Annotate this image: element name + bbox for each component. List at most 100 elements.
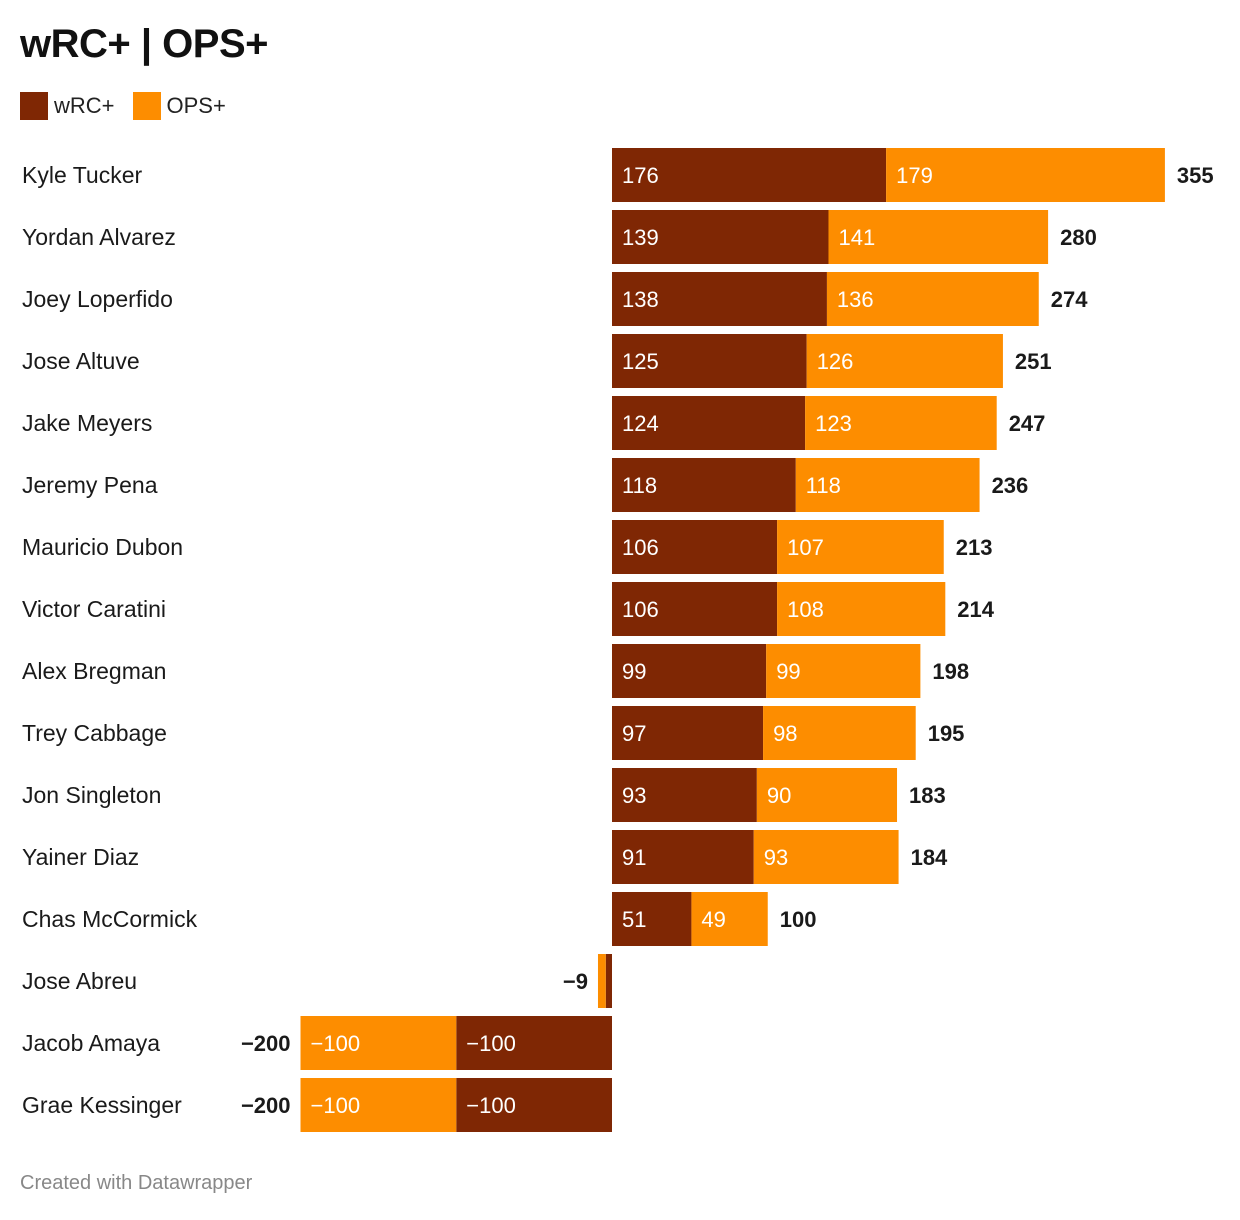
data-label-wrc: 93 [622, 783, 646, 808]
category-label: Jose Altuve [22, 348, 140, 374]
bar-ops [777, 520, 944, 574]
data-label-wrc: −100 [466, 1031, 516, 1056]
total-label: 214 [957, 597, 994, 622]
category-label: Jacob Amaya [22, 1030, 160, 1056]
bar-wrc [456, 1016, 612, 1070]
legend-item-ops: OPS+ [132, 92, 226, 120]
data-label-wrc: 124 [622, 411, 659, 436]
bar-wrc [612, 334, 807, 388]
total-label: 355 [1177, 163, 1214, 188]
data-label-wrc: 97 [622, 721, 646, 746]
total-label: 247 [1009, 411, 1046, 436]
legend-label-ops: OPS+ [166, 93, 226, 118]
data-label-wrc: 125 [622, 349, 659, 374]
bar-ops [777, 582, 946, 636]
total-label: 198 [932, 659, 969, 684]
data-label-wrc: −100 [466, 1093, 516, 1118]
category-label: Joey Loperfido [22, 286, 173, 312]
bar-wrc [612, 644, 767, 698]
data-label-wrc: 138 [622, 287, 659, 312]
legend: wRC+ OPS+ [20, 92, 226, 120]
bar-ops [753, 830, 899, 884]
bar-wrc [612, 706, 764, 760]
bar-wrc [612, 520, 778, 574]
total-label: 195 [928, 721, 965, 746]
bar-wrc [612, 768, 757, 822]
category-label: Kyle Tucker [22, 162, 142, 188]
bar-wrc [612, 830, 754, 884]
bar-wrc [612, 148, 887, 202]
category-label: Jeremy Pena [22, 472, 158, 498]
bar-ops [756, 768, 898, 822]
data-label-ops: 141 [838, 225, 875, 250]
data-label-ops: 118 [806, 473, 841, 498]
bar-ops [795, 458, 980, 512]
total-label: 274 [1051, 287, 1088, 312]
total-label: −200 [241, 1031, 291, 1056]
bar-wrc [612, 458, 796, 512]
data-label-ops: 179 [896, 163, 933, 188]
data-label-wrc: 99 [622, 659, 646, 684]
footer-credit: Created with Datawrapper [20, 1172, 253, 1194]
bar-wrc [612, 396, 806, 450]
data-label-ops: 123 [815, 411, 852, 436]
category-label: Trey Cabbage [22, 720, 167, 746]
bar-ops [597, 954, 606, 1008]
bar-wrc [612, 582, 778, 636]
total-label: −9 [563, 969, 588, 994]
category-label: Alex Bregman [22, 658, 166, 684]
bar-wrc [612, 210, 829, 264]
legend-swatch-ops [132, 92, 161, 120]
bar-wrc [612, 272, 827, 326]
data-label-ops: −100 [311, 1093, 361, 1118]
bar-ops [766, 644, 921, 698]
data-label-ops: 93 [764, 845, 788, 870]
total-label: 184 [911, 845, 948, 870]
bar-ops [805, 396, 997, 450]
bar-ops [763, 706, 916, 760]
data-label-ops: 90 [767, 783, 791, 808]
data-label-wrc: 106 [622, 597, 659, 622]
bar-ops [806, 334, 1003, 388]
data-label-ops: 107 [787, 535, 824, 560]
data-label-ops: 99 [776, 659, 800, 684]
bar-wrc [605, 954, 612, 1008]
category-label: Jose Abreu [22, 968, 137, 994]
bar-ops [886, 148, 1165, 202]
category-label: Jon Singleton [22, 782, 161, 808]
data-label-wrc: 118 [622, 473, 657, 498]
data-label-wrc: 106 [622, 535, 659, 560]
category-label: Chas McCormick [22, 906, 198, 932]
data-label-ops: 108 [787, 597, 824, 622]
data-label-wrc: 176 [622, 163, 659, 188]
category-label: Grae Kessinger [22, 1092, 182, 1118]
bar-ops [826, 272, 1039, 326]
bar-ops [300, 1078, 457, 1132]
category-label: Jake Meyers [22, 410, 152, 436]
chart-title: wRC+ | OPS+ [20, 22, 269, 66]
bar-chart: Kyle Tucker 176 179 355 Yordan Alvarez 139 141… [22, 148, 1214, 1132]
total-label: 183 [909, 783, 946, 808]
data-label-wrc: 51 [622, 907, 646, 932]
bar-ops [300, 1016, 457, 1070]
data-label-wrc: 139 [622, 225, 659, 250]
data-label-ops: −100 [311, 1031, 361, 1056]
data-label-ops: 136 [837, 287, 874, 312]
bar-wrc [612, 892, 692, 946]
bar-wrc [456, 1078, 612, 1132]
legend-swatch-wrc [20, 92, 48, 120]
bar-ops [828, 210, 1049, 264]
category-label: Yordan Alvarez [22, 224, 176, 250]
category-label: Victor Caratini [22, 596, 166, 622]
total-label: 236 [992, 473, 1029, 498]
total-label: 213 [956, 535, 993, 560]
total-label: 280 [1060, 225, 1097, 250]
data-label-wrc: 91 [622, 845, 646, 870]
category-label: Yainer Diaz [22, 844, 139, 870]
total-label: −200 [241, 1093, 291, 1118]
data-label-ops: 49 [701, 907, 725, 932]
bar-ops [691, 892, 768, 946]
total-label: 100 [780, 907, 817, 932]
data-label-ops: 126 [817, 349, 854, 374]
legend-label-wrc: wRC+ [54, 93, 115, 118]
